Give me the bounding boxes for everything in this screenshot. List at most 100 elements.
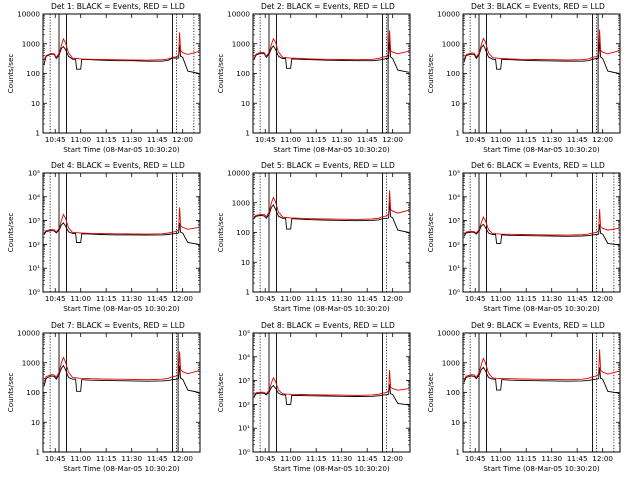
x-tick-label: 11:15	[516, 135, 537, 144]
y-tick-label: 10¹	[28, 264, 40, 273]
y-tick-label: 10⁰	[238, 448, 250, 457]
y-tick-label: 1	[455, 448, 460, 457]
x-tick-label: 10:45	[45, 294, 66, 303]
lld-series-line	[463, 209, 620, 236]
x-tick-label: 10:45	[465, 294, 486, 303]
events-series-line	[463, 223, 620, 246]
x-tick-label: 11:15	[96, 135, 117, 144]
y-tick-label: 10¹	[238, 424, 250, 433]
x-tick-label: 12:00	[592, 294, 613, 303]
x-tick-label: 12:00	[172, 454, 193, 463]
x-tick-label: 11:45	[567, 454, 588, 463]
y-tick-label: 10000	[227, 10, 250, 19]
y-tick-label: 100	[26, 388, 40, 397]
lld-series-line	[463, 29, 620, 61]
y-tick-label: 100	[236, 228, 250, 237]
y-tick-label: 1000	[232, 198, 251, 207]
detector-plot-6: Det 6: BLACK = Events, RED = LLD 10⁰ 10¹ 10…	[426, 161, 621, 313]
y-tick-label: 10²	[238, 400, 250, 409]
x-axis-title: Start Time (08-Mar-05 10:30:20)	[63, 145, 180, 154]
lld-series-line	[43, 351, 200, 383]
y-axis-title: Counts/sec	[216, 373, 225, 413]
x-tick-label: 10:45	[45, 135, 66, 144]
y-tick-label: 100	[446, 388, 460, 397]
events-series-line	[463, 366, 620, 394]
x-tick-label: 11:45	[147, 135, 168, 144]
y-tick-label: 10	[451, 99, 461, 108]
x-tick-label: 12:00	[172, 294, 193, 303]
x-tick-label: 10:45	[255, 454, 276, 463]
detector-plot-2: Det 2: BLACK = Events, RED = LLD 1 10 100 10…	[216, 2, 411, 154]
events-series-line	[43, 222, 200, 245]
x-axis-title: Start Time (08-Mar-05 10:30:20)	[63, 464, 180, 473]
x-tick-label: 12:00	[382, 454, 403, 463]
x-axis-title: Start Time (08-Mar-05 10:30:20)	[483, 464, 600, 473]
detector-plot-5: Det 5: BLACK = Events, RED = LLD 1 10 100 10…	[216, 161, 411, 313]
y-tick-label: 10⁵	[448, 169, 460, 178]
y-tick-label: 100	[446, 69, 460, 78]
x-tick-label: 12:00	[382, 294, 403, 303]
plot-title: Det 1: BLACK = Events, RED = LLD	[51, 2, 185, 11]
lld-series-line	[253, 369, 410, 396]
y-tick-label: 1	[35, 448, 40, 457]
lld-series-line	[463, 349, 620, 381]
x-tick-label: 11:15	[96, 454, 117, 463]
x-axis-title: Start Time (08-Mar-05 10:30:20)	[273, 464, 390, 473]
x-tick-label: 11:00	[280, 294, 301, 303]
x-tick-label: 10:45	[45, 454, 66, 463]
plot-title: Det 9: BLACK = Events, RED = LLD	[471, 321, 605, 330]
plot-title: Det 6: BLACK = Events, RED = LLD	[471, 161, 605, 170]
x-tick-label: 11:15	[96, 294, 117, 303]
y-tick-label: 10000	[227, 169, 250, 178]
events-series-line	[253, 384, 410, 406]
plot-title: Det 2: BLACK = Events, RED = LLD	[261, 2, 395, 11]
y-tick-label: 1000	[442, 358, 461, 367]
y-tick-label: 10⁴	[448, 192, 460, 201]
x-tick-label: 12:00	[382, 135, 403, 144]
x-tick-label: 11:00	[490, 454, 511, 463]
y-tick-label: 10000	[437, 10, 460, 19]
x-tick-label: 11:00	[70, 135, 91, 144]
x-axis-title: Start Time (08-Mar-05 10:30:20)	[63, 304, 180, 313]
y-tick-label: 10⁵	[238, 329, 250, 338]
lld-series-line	[43, 32, 200, 61]
detector-plot-9: Det 9: BLACK = Events, RED = LLD 1 10 100 10…	[426, 321, 621, 473]
x-tick-label: 11:30	[541, 294, 562, 303]
x-tick-label: 11:15	[306, 294, 327, 303]
x-tick-label: 11:45	[357, 454, 378, 463]
y-tick-label: 10³	[238, 376, 250, 385]
y-tick-label: 1000	[22, 358, 41, 367]
x-tick-label: 11:30	[121, 454, 142, 463]
lld-series-line	[43, 207, 200, 235]
y-tick-label: 10	[451, 418, 461, 427]
plot-frame	[462, 172, 621, 293]
detector-plot-8: Det 8: BLACK = Events, RED = LLD 10⁰ 10¹ 10…	[216, 321, 411, 473]
y-tick-label: 10²	[448, 240, 460, 249]
y-tick-label: 10¹	[448, 264, 460, 273]
y-tick-label: 10000	[437, 329, 460, 338]
x-tick-label: 12:00	[172, 135, 193, 144]
plot-title: Det 3: BLACK = Events, RED = LLD	[471, 2, 605, 11]
x-tick-label: 11:45	[357, 294, 378, 303]
y-tick-label: 1	[245, 129, 250, 138]
x-tick-label: 11:00	[490, 135, 511, 144]
x-tick-label: 10:45	[465, 454, 486, 463]
x-axis-title: Start Time (08-Mar-05 10:30:20)	[273, 145, 390, 154]
y-tick-label: 1000	[232, 39, 251, 48]
y-tick-label: 10⁵	[28, 169, 40, 178]
plot-title: Det 7: BLACK = Events, RED = LLD	[51, 321, 185, 330]
y-tick-label: 1000	[442, 39, 461, 48]
detector-plot-4: Det 4: BLACK = Events, RED = LLD 10⁰ 10¹ 10…	[6, 161, 201, 313]
y-tick-label: 10⁴	[238, 352, 250, 361]
plot-title: Det 5: BLACK = Events, RED = LLD	[261, 161, 395, 170]
y-tick-label: 10	[31, 99, 41, 108]
events-series-line	[43, 364, 200, 393]
y-tick-label: 10²	[28, 240, 40, 249]
plot-frame	[252, 332, 411, 453]
x-tick-label: 10:45	[465, 135, 486, 144]
x-tick-label: 11:30	[541, 135, 562, 144]
y-tick-label: 100	[26, 69, 40, 78]
detector-plot-7: Det 7: BLACK = Events, RED = LLD 1 10 100 10…	[6, 321, 201, 473]
